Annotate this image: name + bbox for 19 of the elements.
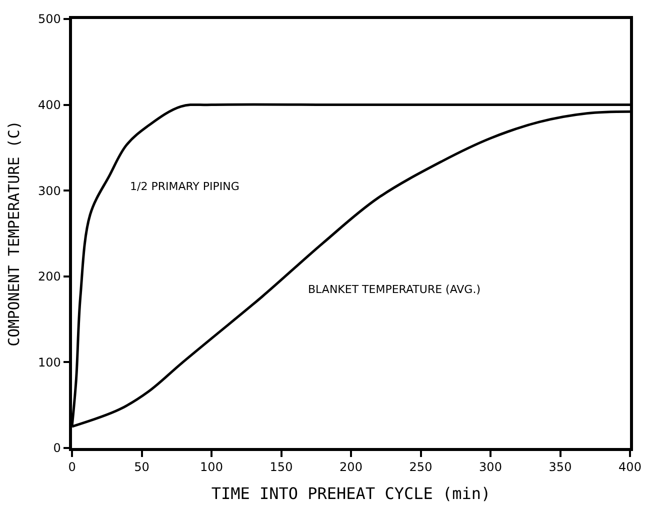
x-tick-label: 300 bbox=[479, 460, 502, 474]
y-tick-label: 300 bbox=[38, 184, 61, 198]
series-label: 1/2 PRIMARY PIPING bbox=[130, 180, 240, 193]
x-tick-label: 50 bbox=[134, 460, 150, 474]
x-tick-label: 0 bbox=[68, 460, 76, 474]
y-tick-label: 500 bbox=[38, 12, 61, 26]
x-tick-label: 250 bbox=[409, 460, 432, 474]
x-tick-label: 100 bbox=[200, 460, 223, 474]
x-tick-label: 350 bbox=[548, 460, 572, 474]
x-axis-title: TIME INTO PREHEAT CYCLE (min) bbox=[211, 484, 491, 503]
y-tick-label: 400 bbox=[38, 98, 61, 112]
y-tick-label: 100 bbox=[38, 355, 61, 370]
series-label: BLANKET TEMPERATURE (AVG.) bbox=[308, 283, 480, 296]
y-axis-title: COMPONENT TEMPERATURE (C) bbox=[5, 120, 24, 346]
x-tick-label: 150 bbox=[270, 460, 293, 474]
x-tick-label: 400 bbox=[618, 460, 642, 474]
y-tick-label: 200 bbox=[38, 270, 61, 284]
x-tick-label: 200 bbox=[340, 460, 362, 474]
y-tick-label: 0 bbox=[53, 441, 61, 456]
